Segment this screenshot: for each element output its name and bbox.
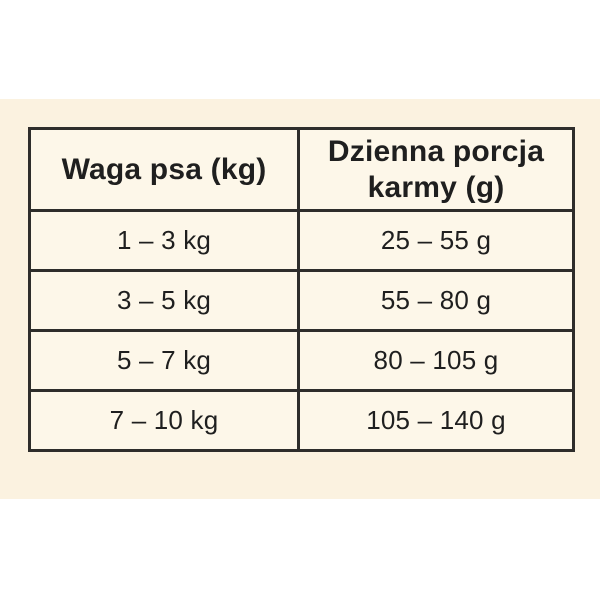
weight-cell: 3 – 5 kg xyxy=(28,269,300,332)
portion-cell: 80 – 105 g xyxy=(297,329,575,392)
table-row: 3 – 5 kg 55 – 80 g xyxy=(28,269,575,332)
portion-cell: 25 – 55 g xyxy=(297,209,575,272)
feeding-guide-table: Waga psa (kg) Dzienna porcja karmy (g) 1… xyxy=(28,127,575,452)
header-daily-portion: Dzienna porcja karmy (g) xyxy=(297,127,575,212)
weight-cell: 1 – 3 kg xyxy=(28,209,300,272)
portion-cell: 105 – 140 g xyxy=(297,389,575,452)
table-row: 1 – 3 kg 25 – 55 g xyxy=(28,209,575,272)
weight-cell: 7 – 10 kg xyxy=(28,389,300,452)
header-dog-weight: Waga psa (kg) xyxy=(28,127,300,212)
weight-cell: 5 – 7 kg xyxy=(28,329,300,392)
table-row: 7 – 10 kg 105 – 140 g xyxy=(28,389,575,452)
table-row: 5 – 7 kg 80 – 105 g xyxy=(28,329,575,392)
table-header-row: Waga psa (kg) Dzienna porcja karmy (g) xyxy=(28,127,575,212)
portion-cell: 55 – 80 g xyxy=(297,269,575,332)
cream-background-band: Waga psa (kg) Dzienna porcja karmy (g) 1… xyxy=(0,99,600,499)
